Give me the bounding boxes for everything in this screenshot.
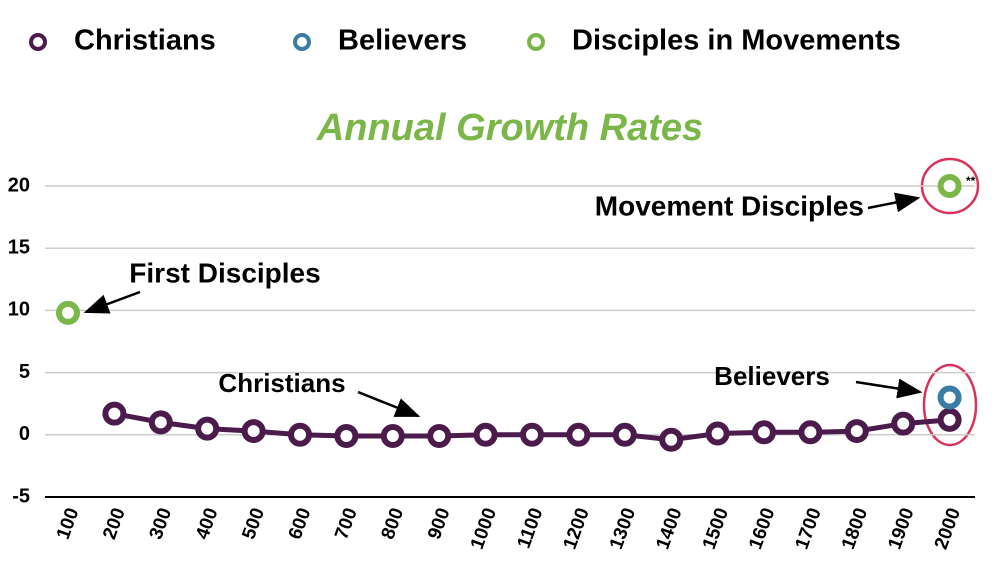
data-point xyxy=(659,427,684,452)
x-tick-label: 700 xyxy=(331,505,362,542)
legend-marker xyxy=(293,33,311,51)
legend-marker xyxy=(29,33,47,51)
x-tick-label: 1300 xyxy=(606,505,640,552)
data-point xyxy=(334,424,359,449)
x-tick-label: 1000 xyxy=(467,505,501,552)
x-tick-label: 1600 xyxy=(745,505,779,552)
y-tick-label: 20 xyxy=(8,174,30,196)
annotation-arrow xyxy=(855,378,923,399)
data-point xyxy=(566,422,591,447)
highlight xyxy=(922,363,978,447)
y-tick-label: 10 xyxy=(8,299,30,321)
data-point xyxy=(427,424,452,449)
data-point xyxy=(705,421,730,446)
data-point xyxy=(937,385,962,410)
x-tick-label: 1400 xyxy=(652,505,686,552)
data-point xyxy=(844,419,869,444)
y-tick-label: -5 xyxy=(12,485,30,507)
data-point xyxy=(937,174,962,198)
annotation-arrow xyxy=(867,192,921,213)
x-tick-label: 1500 xyxy=(699,505,733,552)
data-point xyxy=(380,424,405,449)
x-tick-label: 600 xyxy=(285,505,316,542)
x-tick-label: 1700 xyxy=(792,505,826,552)
annotation-arrow xyxy=(83,290,141,314)
data-point xyxy=(241,419,266,444)
data-point xyxy=(891,411,916,436)
x-tick-label: 300 xyxy=(146,505,177,542)
data-point xyxy=(148,410,173,435)
legend-label: Disciples in Movements xyxy=(572,25,901,57)
data-point xyxy=(937,407,962,432)
data-point xyxy=(520,422,544,447)
x-tick-label: 1800 xyxy=(838,505,872,552)
annotation: First Disciples xyxy=(129,257,320,288)
y-tick-label: 0 xyxy=(19,423,30,445)
annotation: Movement Disciples xyxy=(595,190,864,221)
legend-marker xyxy=(527,33,545,51)
y-tick-label: 15 xyxy=(8,236,30,258)
data-point xyxy=(288,422,312,447)
x-tick-label: 100 xyxy=(53,505,84,542)
data-point xyxy=(473,422,498,447)
x-tick-label: 200 xyxy=(99,505,130,542)
annotation: Christians xyxy=(218,368,345,398)
x-tick-label: 400 xyxy=(192,505,223,542)
x-tick-label: 1200 xyxy=(560,505,594,552)
data-point xyxy=(612,422,637,447)
annotation: ** xyxy=(966,174,976,188)
x-tick-label: 1100 xyxy=(514,505,548,551)
chart-title: Annual Growth Rates xyxy=(316,107,703,149)
data-point xyxy=(56,300,80,325)
x-tick-label: 2000 xyxy=(931,505,965,552)
x-tick-label: 1900 xyxy=(884,505,918,552)
data-point xyxy=(752,420,776,445)
y-tick-label: 5 xyxy=(19,361,30,383)
annotation: Believers xyxy=(714,361,830,391)
data-point xyxy=(798,420,823,445)
x-tick-label: 900 xyxy=(424,505,455,542)
annotation-arrow xyxy=(357,390,421,418)
data-point xyxy=(195,416,220,441)
legend-label: Believers xyxy=(338,25,467,57)
legend-label: Christians xyxy=(74,25,216,57)
x-tick-label: 500 xyxy=(238,505,269,542)
data-point xyxy=(102,401,127,426)
x-tick-label: 800 xyxy=(378,505,409,542)
